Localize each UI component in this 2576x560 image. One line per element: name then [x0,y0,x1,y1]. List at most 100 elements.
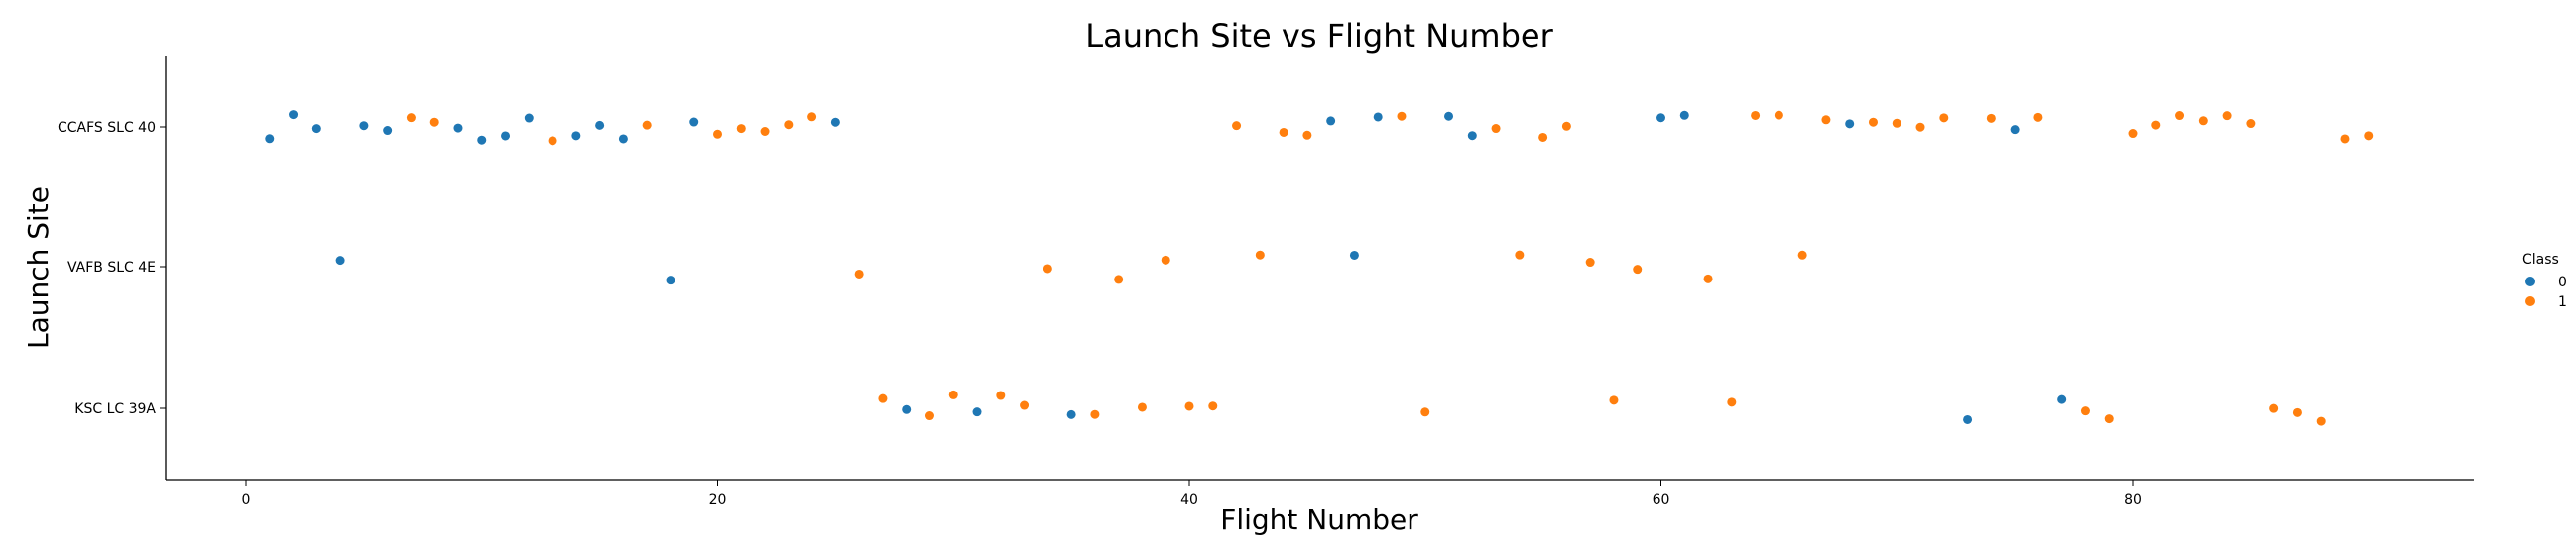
data-point [1467,131,1477,141]
data-point [2175,111,2185,121]
data-point [618,134,628,144]
data-point [878,393,888,403]
data-point [1349,250,1359,260]
data-point [1868,117,1878,127]
data-point [335,256,345,266]
data-point [736,124,746,134]
data-point [1137,402,1147,412]
data-point [1020,400,1030,410]
y-axis-label: Launch Site [22,186,55,349]
data-point [1915,122,1925,132]
data-point [948,390,958,399]
data-point [1326,116,1336,126]
y-tick-label: CCAFS SLC 40 [58,120,156,136]
data-point [2010,125,2020,135]
data-point [1679,110,1689,120]
data-point [1043,264,1052,274]
data-point [1892,118,1901,128]
data-points [265,110,2374,426]
legend-marker-class-1 [2525,296,2535,306]
data-point [1845,119,1855,129]
data-point [383,126,393,136]
data-point [924,411,934,421]
data-point [477,135,487,145]
data-point [1986,113,1996,123]
data-point [1373,112,1383,122]
data-point [1561,121,1571,131]
data-point [1939,113,1949,123]
data-point [429,117,439,127]
data-point [1161,255,1170,265]
data-point [1609,395,1619,405]
data-point [1420,407,1430,417]
data-point [453,123,463,133]
data-point [1090,409,1100,419]
data-point [760,127,770,137]
data-point [1066,409,1076,419]
data-point [1208,401,1218,411]
legend: Class 0 1 [2522,252,2567,310]
data-point [972,407,982,417]
data-point [1397,111,1407,121]
data-point [830,117,840,127]
data-point [2057,394,2067,404]
data-point [1538,132,1548,142]
data-point [1255,250,1265,260]
data-point [1114,275,1124,284]
data-point [2104,414,2114,424]
legend-title: Class [2522,252,2559,268]
data-point [2198,116,2208,126]
data-point [2033,112,2043,122]
data-point [289,110,299,120]
data-point [784,120,794,130]
data-point [642,120,652,130]
data-point [2316,416,2326,426]
legend-label-class-1: 1 [2558,294,2567,310]
plot-area [165,56,2474,481]
legend-marker-class-0 [2525,277,2535,286]
y-tick-label: KSC LC 39A [74,401,156,417]
data-point [2340,134,2350,144]
data-point [2128,129,2138,139]
data-point [571,131,581,141]
data-point [1585,258,1595,268]
data-point [1774,110,1783,120]
data-point [1963,414,1973,424]
data-point [1821,115,1831,125]
x-tick-label: 0 [242,492,251,507]
data-point [2292,407,2302,417]
data-point [2246,119,2256,129]
data-point [689,117,699,127]
x-tick-label: 40 [1180,492,1198,507]
data-point [406,113,416,123]
data-point [1797,250,1807,260]
data-point [902,404,912,414]
data-point [1703,274,1713,283]
data-point [2269,403,2279,413]
data-point [2151,120,2161,130]
data-point [1727,397,1737,407]
data-point [1751,110,1761,120]
data-point [1444,111,1454,121]
data-point [996,391,1006,400]
data-point [2364,131,2374,141]
x-tick-label: 80 [2124,492,2142,507]
chart-title: Launch Site vs Flight Number [1085,17,1553,55]
x-tick-label: 20 [709,492,727,507]
y-axis-ticks: CCAFS SLC 40 VAFB SLC 4E KSC LC 39A [58,120,166,417]
data-point [501,131,511,141]
x-tick-label: 60 [1653,492,1670,507]
data-point [2222,111,2232,121]
data-point [548,136,557,146]
data-point [1232,121,1242,131]
data-point [1279,127,1288,137]
x-axis-ticks: 0 20 40 60 80 [242,480,2142,507]
y-tick-label: VAFB SLC 4E [67,260,156,276]
data-point [807,112,817,122]
data-point [2080,406,2090,416]
data-point [1515,250,1525,260]
data-point [1491,124,1501,134]
data-point [595,120,605,130]
data-point [311,124,321,134]
